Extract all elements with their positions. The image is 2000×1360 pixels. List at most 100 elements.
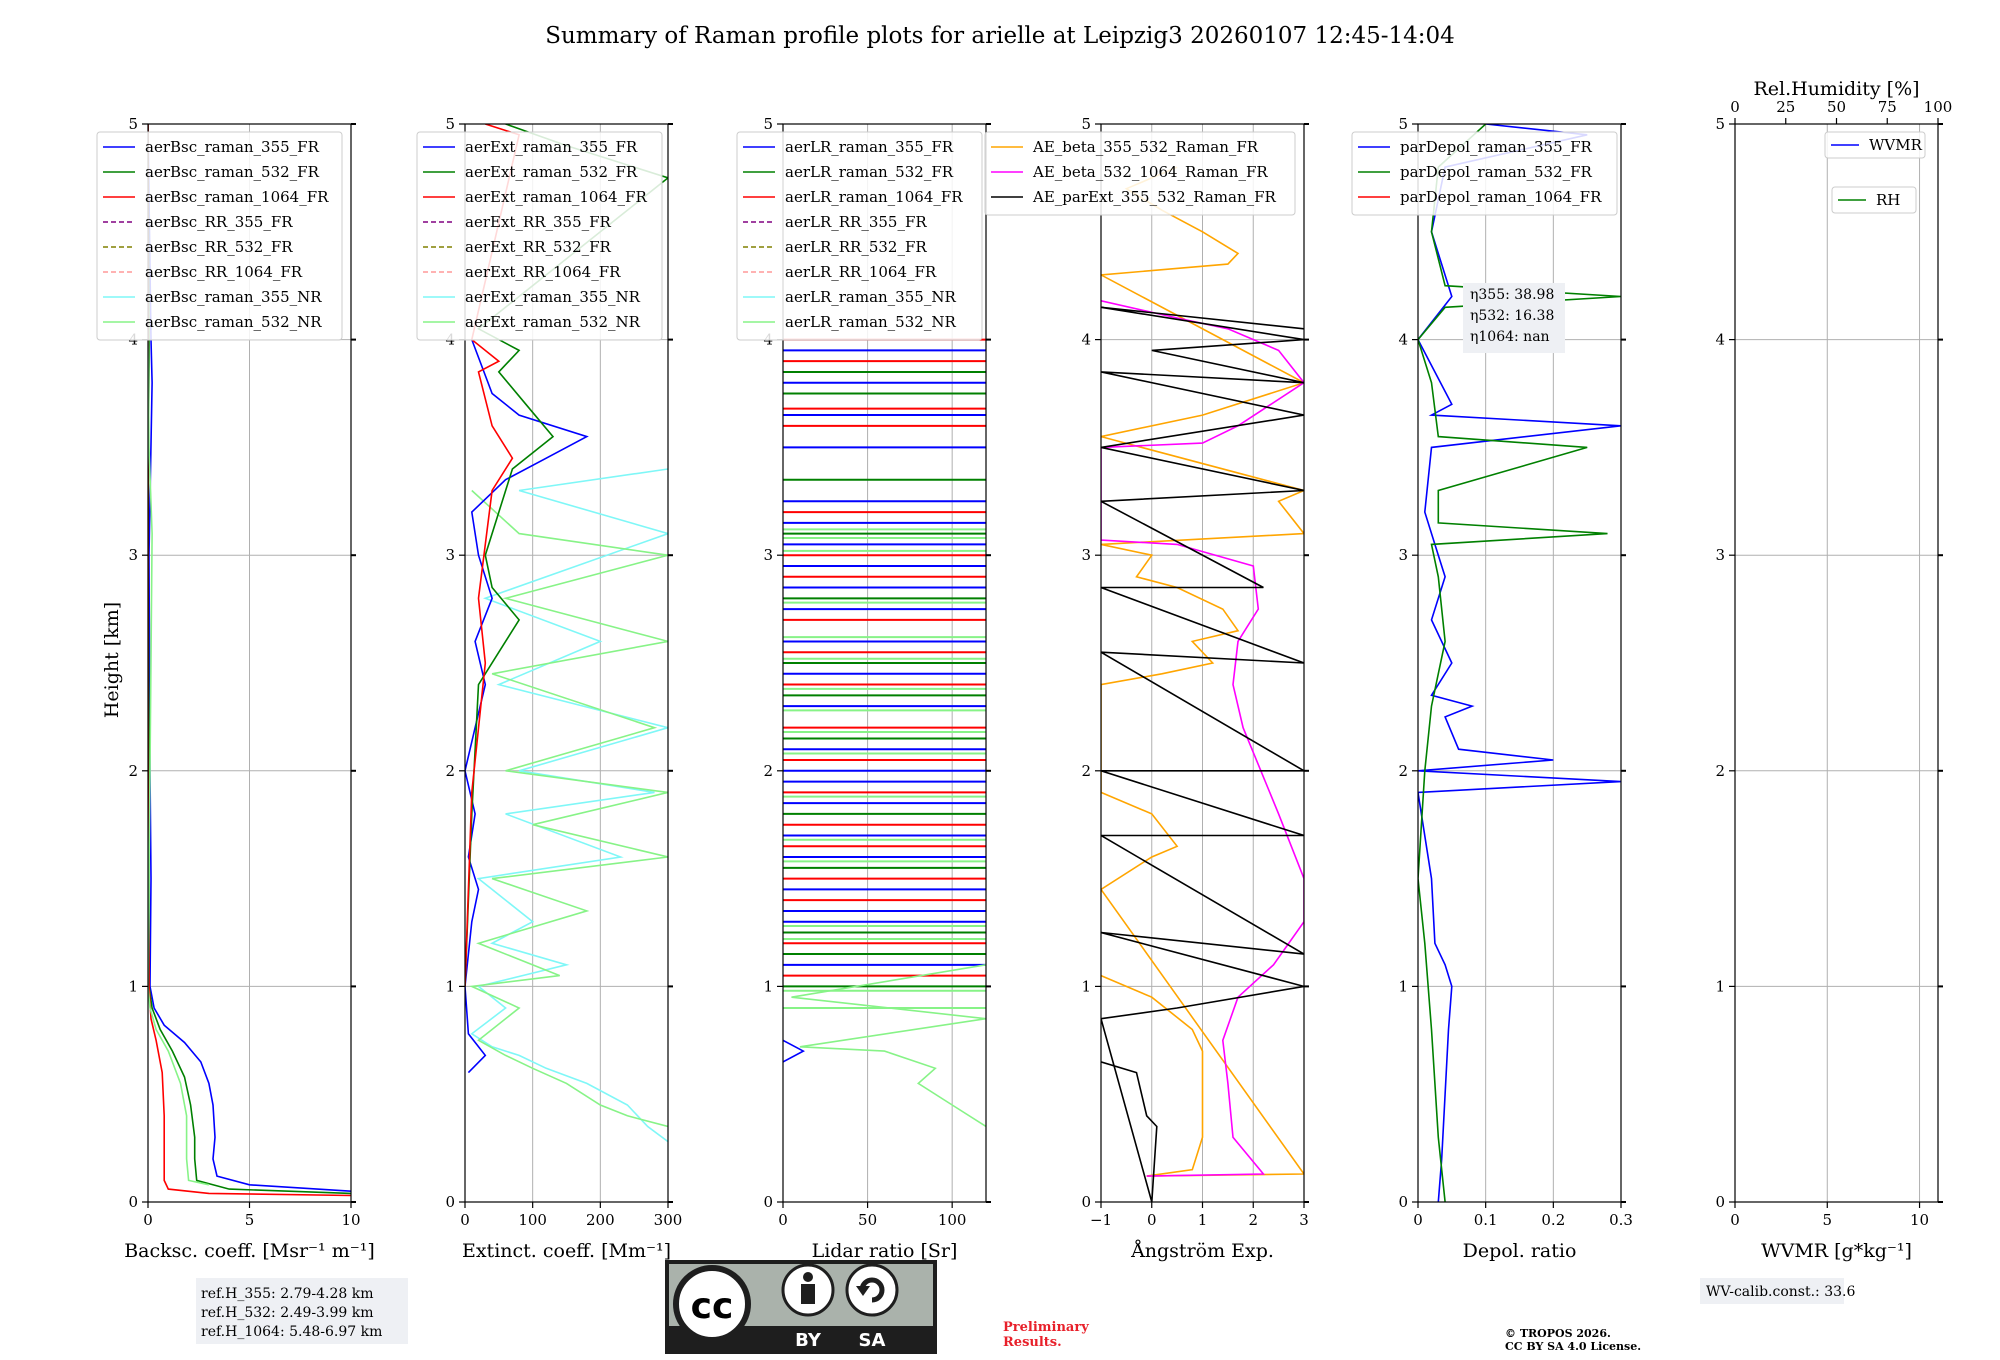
- x2-tick-label: 50: [1827, 98, 1846, 116]
- legend-depol: parDepol_raman_355_FR parDepol_raman_532_…: [1351, 131, 1618, 216]
- panel-bsc: 0510012345Backsc. coeff. [Msr⁻¹ m⁻¹]aerB…: [96, 115, 375, 1262]
- legend-entry: aerLR_raman_1064_FR: [785, 188, 963, 206]
- legend-entry: aerLR_RR_355_FR: [785, 213, 927, 231]
- cc-logo-icon: [673, 1265, 751, 1343]
- legend-entry: aerExt_raman_1064_FR: [465, 188, 647, 206]
- legend-entry: aerBsc_raman_532_FR: [145, 163, 320, 181]
- y-tick-label: 3: [1398, 546, 1408, 564]
- y-tick-label: 1: [445, 977, 455, 995]
- legend-entry: aerBsc_RR_1064_FR: [145, 263, 303, 281]
- ref-height-1064: ref.H_1064: 5.48-6.97 km: [201, 1324, 382, 1340]
- copyright-line-2: CC BY SA 4.0 License.: [1505, 1340, 1641, 1353]
- legend-entry: AE_parExt_355_532_Raman_FR: [1032, 188, 1277, 206]
- ref-height-532: ref.H_532: 2.49-3.99 km: [201, 1305, 374, 1321]
- y-tick-label: 4: [1081, 331, 1091, 349]
- series-aerExt_raman_532_NR: [468, 489, 668, 1128]
- legend-entry: parDepol_raman_1064_FR: [1400, 188, 1602, 206]
- legend-entry: parDepol_raman_355_FR: [1400, 138, 1593, 156]
- y-tick-label: 1: [1398, 977, 1408, 995]
- y-tick-label: 5: [1081, 115, 1091, 133]
- x-tick-label: 0: [778, 1211, 788, 1229]
- y-tick-label: 2: [1398, 762, 1408, 780]
- y-tick-label: 5: [763, 115, 773, 133]
- x-tick-label: −1: [1090, 1211, 1112, 1229]
- panel-lr: 050100012345Lidar ratio [Sr]aerLR_raman_…: [736, 115, 991, 1262]
- y-tick-label: 5: [1715, 115, 1725, 133]
- legend-entry: aerBsc_RR_355_FR: [145, 213, 293, 231]
- series-aerBsc_raman_355_FR: [148, 124, 351, 1192]
- legend-entry: aerBsc_RR_532_FR: [145, 238, 293, 256]
- sa-share-alike-icon: [845, 1263, 899, 1317]
- legend-entry: aerLR_raman_532_NR: [785, 313, 956, 331]
- cc-logo-text: cc: [691, 1286, 734, 1327]
- x-axis-label: Lidar ratio [Sr]: [812, 1240, 958, 1262]
- y-tick-label: 1: [763, 977, 773, 995]
- x-tick-label: 1: [1198, 1211, 1208, 1229]
- series-aerBsc_raman_532_NR: [148, 339, 210, 1186]
- y-tick-label: 4: [1715, 331, 1725, 349]
- legend-entry: aerBsc_raman_532_NR: [145, 313, 322, 331]
- x-tick-label: 0: [1413, 1211, 1423, 1229]
- legend-entry: aerExt_raman_532_NR: [465, 313, 641, 331]
- x2-tick-label: 0: [1730, 98, 1740, 116]
- legend-entry: AE_beta_355_532_Raman_FR: [1032, 138, 1259, 156]
- ref-height-355: ref.H_355: 2.79-4.28 km: [201, 1286, 374, 1302]
- x-tick-label: 50: [858, 1211, 877, 1229]
- plot-frame: [1734, 123, 1939, 1203]
- legend-ext: aerExt_raman_355_FR aerExt_raman_532_FRae…: [416, 131, 663, 341]
- x-tick-label: 10: [341, 1211, 360, 1229]
- y-tick-label: 5: [128, 115, 138, 133]
- legend-entry: aerBsc_raman_1064_FR: [145, 188, 329, 206]
- y-tick-label: 5: [1398, 115, 1408, 133]
- y-tick-label: 3: [763, 546, 773, 564]
- x-tick-label: 2: [1248, 1211, 1258, 1229]
- x-axis-label: Depol. ratio: [1463, 1240, 1577, 1262]
- eta-value: η532: 16.38: [1470, 308, 1554, 324]
- legend-entry: aerBsc_raman_355_FR: [145, 138, 320, 156]
- license-sa-text: SA: [859, 1330, 886, 1351]
- y-tick-label: 0: [763, 1193, 773, 1211]
- preliminary-line-2: Results.: [1003, 1335, 1062, 1350]
- y-tick-label: 3: [445, 546, 455, 564]
- x2-tick-label: 75: [1878, 98, 1897, 116]
- legend-bsc: aerBsc_raman_355_FR aerBsc_raman_532_FRae…: [96, 131, 343, 341]
- legend-entry: aerExt_raman_355_FR: [465, 138, 638, 156]
- x-tick-label: 5: [1822, 1211, 1832, 1229]
- legend-entry: aerLR_raman_355_FR: [785, 138, 954, 156]
- y-tick-label: 0: [1081, 1193, 1091, 1211]
- plot-frame: [1417, 123, 1622, 1203]
- y-tick-label: 2: [763, 762, 773, 780]
- legend-entry: aerExt_RR_355_FR: [465, 213, 612, 231]
- series-AE_parExt_355_532_Raman_FR: [1101, 306, 1304, 1202]
- preliminary-line-1: Preliminary: [1003, 1320, 1089, 1335]
- x-tick-label: 0: [143, 1211, 153, 1229]
- x-axis-label: WVMR [g*kg⁻¹]: [1761, 1240, 1912, 1262]
- y-tick-label: 1: [128, 977, 138, 995]
- y-tick-label: 2: [128, 762, 138, 780]
- legend-entry: aerLR_raman_355_NR: [785, 288, 956, 306]
- x-tick-label: 10: [1910, 1211, 1929, 1229]
- y-tick-label: 0: [1398, 1193, 1408, 1211]
- y-tick-label: 1: [1715, 977, 1725, 995]
- x-tick-label: 5: [245, 1211, 255, 1229]
- copyright-line-1: © TROPOS 2026.: [1505, 1327, 1611, 1340]
- x-tick-label: 0: [460, 1211, 470, 1229]
- legend-entry: aerBsc_raman_355_NR: [145, 288, 322, 306]
- x2-axis-label: Rel.Humidity [%]: [1753, 78, 1919, 100]
- legend-entry: aerLR_RR_1064_FR: [785, 263, 937, 281]
- x2-tick-label: 25: [1776, 98, 1795, 116]
- series-aerExt_raman_355_NR: [470, 468, 668, 1143]
- legend-entry: RH: [1876, 191, 1900, 209]
- x-tick-label: 3: [1299, 1211, 1309, 1229]
- ref-heights-box: ref.H_355: 2.79-4.28 km ref.H_532: 2.49-…: [196, 1278, 408, 1344]
- eta-value: η1064: nan: [1470, 329, 1550, 345]
- cc-license-badge: cc BY SA: [665, 1260, 937, 1354]
- x-tick-label: 300: [654, 1211, 683, 1229]
- legend-lr: aerLR_raman_355_FR aerLR_raman_532_FR aerL…: [736, 131, 983, 341]
- legend-entry: aerExt_raman_355_NR: [465, 288, 641, 306]
- x-axis-label: Ångström Exp.: [1130, 1240, 1274, 1262]
- figure-title: Summary of Raman profile plots for ariel…: [545, 23, 1455, 49]
